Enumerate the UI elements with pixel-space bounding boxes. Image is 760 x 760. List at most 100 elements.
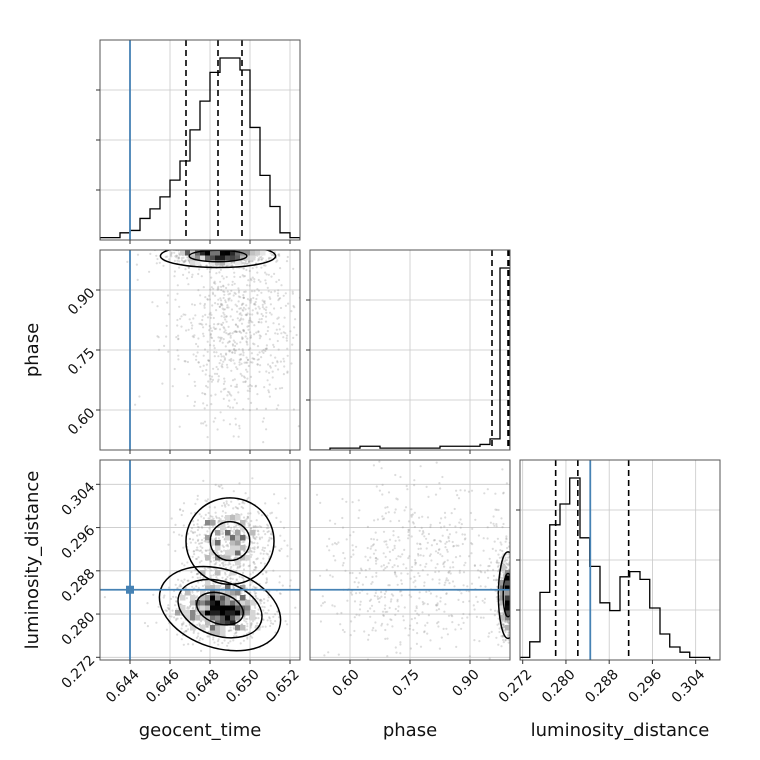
sample-point (439, 600, 442, 603)
sample-point (194, 384, 197, 387)
sample-point (182, 260, 185, 263)
sample-point (242, 318, 245, 321)
y-tick-label-phase: 0.60 (65, 405, 98, 438)
sample-point (190, 530, 193, 533)
sample-point (210, 329, 214, 332)
sample-point (257, 305, 260, 308)
sample-point (217, 638, 220, 641)
sample-point (184, 360, 187, 363)
sample-point (174, 255, 177, 258)
sample-point (502, 522, 505, 526)
sample-point (341, 516, 344, 520)
density-cell (200, 595, 206, 601)
sample-point (404, 627, 407, 630)
sample-point (200, 559, 203, 563)
sample-point (422, 554, 425, 557)
sample-point (267, 540, 270, 543)
sample-point (487, 565, 490, 568)
sample-point (215, 515, 218, 518)
sample-point (254, 566, 257, 569)
sample-point (241, 501, 244, 504)
sample-point (182, 524, 185, 527)
sample-point (196, 523, 199, 526)
density-cell (205, 585, 211, 591)
sample-point (238, 361, 241, 364)
sample-point (253, 548, 256, 551)
sample-point (463, 489, 466, 492)
sample-point (481, 599, 484, 602)
sample-point (448, 540, 451, 543)
sample-point (199, 542, 202, 545)
sample-point (242, 329, 245, 332)
sample-point (265, 578, 268, 581)
sample-point (217, 378, 220, 381)
sample-point (277, 253, 280, 256)
sample-point (221, 366, 224, 369)
sample-point (196, 623, 199, 626)
sample-point (230, 299, 233, 302)
sample-point (253, 562, 256, 566)
sample-point (214, 511, 217, 514)
sample-point (215, 576, 218, 579)
sample-point (426, 573, 429, 576)
sample-point (240, 260, 243, 263)
sample-point (235, 330, 238, 333)
density-cell (230, 600, 236, 606)
sample-point (245, 356, 248, 359)
sample-point (239, 318, 242, 321)
sample-point (240, 513, 243, 516)
sample-point (376, 558, 379, 561)
sample-point (196, 611, 199, 614)
sample-point (380, 591, 383, 594)
sample-point (269, 297, 272, 300)
sample-point (268, 296, 271, 299)
sample-point (251, 276, 254, 279)
sample-point (283, 539, 286, 542)
sample-point (505, 482, 508, 485)
sample-point (502, 612, 505, 615)
sample-point (274, 364, 277, 367)
sample-point (380, 624, 383, 627)
sample-point (258, 337, 261, 340)
sample-point (411, 565, 414, 569)
sample-point (477, 569, 480, 572)
sample-point (426, 541, 429, 544)
sample-point (198, 268, 201, 271)
density-cell (235, 540, 241, 546)
sample-point (249, 336, 252, 339)
sample-point (238, 319, 241, 322)
sample-point (401, 526, 404, 529)
sample-point (228, 340, 231, 343)
sample-point (219, 302, 222, 305)
sample-point (410, 595, 413, 598)
sample-point (343, 557, 346, 560)
sample-point (328, 519, 332, 522)
density-cell (235, 255, 241, 261)
sample-point (358, 572, 361, 575)
x-tick-label-phase: 0.90 (449, 667, 482, 700)
sample-point (247, 397, 250, 400)
sample-point (460, 627, 463, 630)
sample-point (192, 630, 196, 633)
sample-point (464, 561, 467, 564)
sample-point (229, 332, 232, 335)
sample-point (228, 561, 231, 564)
density-cell (215, 615, 221, 621)
sample-point (267, 526, 270, 530)
sample-point (212, 559, 216, 562)
sample-point (199, 365, 202, 368)
sample-point (205, 625, 208, 628)
sample-point (219, 411, 222, 414)
sample-point (208, 329, 211, 332)
sample-point (236, 367, 239, 371)
sample-point (242, 380, 245, 384)
sample-point (202, 286, 205, 289)
sample-point (268, 338, 271, 341)
sample-point (262, 441, 265, 444)
sample-point (212, 339, 216, 342)
sample-point (412, 628, 415, 632)
sample-point (204, 373, 207, 376)
sample-point (252, 535, 255, 538)
sample-point (445, 548, 449, 551)
density-cell (180, 595, 186, 601)
